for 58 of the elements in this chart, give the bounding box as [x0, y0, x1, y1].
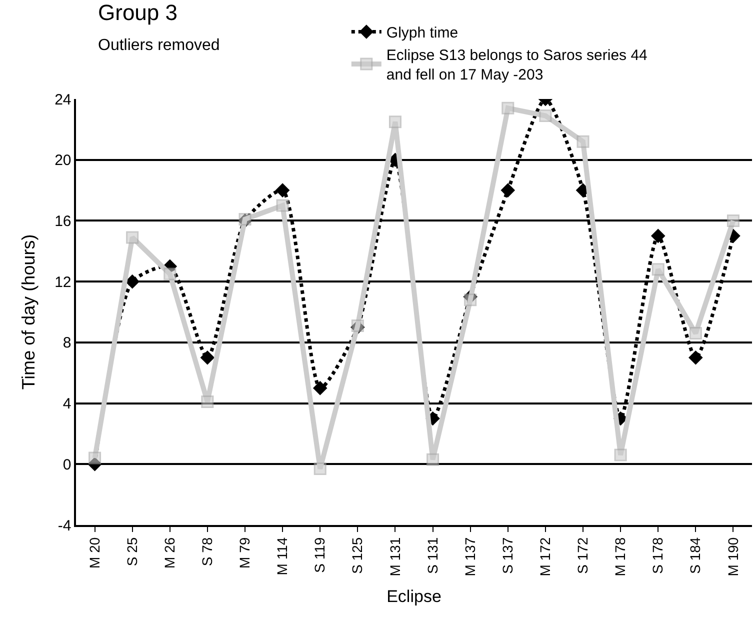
point [689, 327, 702, 340]
point [275, 183, 290, 198]
legend-label: Eclipse S13 belongs to Saros series 44 and fell on 17 May -203 [386, 47, 648, 84]
x-tick-label: S 131 [424, 537, 440, 574]
point [464, 294, 477, 306]
x-tick-label: M 131 [386, 537, 403, 576]
point [688, 350, 703, 365]
point [125, 274, 140, 289]
chart-subtitle: Outliers removed [98, 37, 220, 54]
point [500, 183, 516, 198]
point [88, 456, 102, 472]
point [164, 268, 176, 280]
point [88, 452, 102, 464]
point [314, 462, 326, 475]
point [502, 102, 514, 114]
legend-label: Glyph time [386, 24, 458, 42]
point [539, 109, 552, 122]
y-axis-title: Time of day (hours) [18, 234, 38, 390]
point [126, 231, 139, 244]
point [650, 228, 666, 244]
x-tick-label: M 178 [612, 537, 628, 576]
point [351, 319, 364, 332]
x-tick-label: S 78 [198, 537, 215, 566]
y-tick-label: 8 [62, 334, 72, 352]
chart-title: Group 3 [98, 0, 178, 25]
x-tick-label: M 172 [536, 537, 553, 576]
x-tick-label: M 137 [462, 537, 478, 576]
point [614, 448, 627, 462]
x-tick-label: S 137 [499, 537, 516, 574]
point [201, 396, 214, 408]
x-tick-label: S 184 [687, 537, 704, 574]
point [200, 350, 215, 365]
x-tick-label: M 114 [274, 537, 290, 576]
y-tick-label: 20 [54, 152, 72, 170]
y-tick-label: 12 [54, 274, 72, 291]
x-tick-label: M 79 [236, 537, 253, 568]
x-tick-label: M 26 [161, 537, 178, 568]
point [238, 212, 252, 226]
x-axis-title: Eclipse [386, 587, 442, 606]
point [652, 263, 664, 276]
point [276, 199, 289, 212]
x-tick-label: M 190 [724, 537, 741, 576]
point [312, 380, 328, 396]
x-tick-label: S 119 [312, 537, 328, 573]
y-tick-label: -4 [58, 517, 72, 534]
point [726, 214, 740, 227]
x-tick-label: S 125 [349, 537, 366, 574]
x-tick-label: S 25 [124, 537, 140, 566]
x-tick-label: M 20 [86, 537, 102, 568]
x-tick-label: S 178 [650, 537, 666, 574]
point [576, 135, 590, 148]
y-tick-label: 24 [54, 91, 72, 108]
y-tick-label: 4 [62, 396, 72, 413]
x-tick-label: S 172 [574, 537, 591, 574]
y-tick-label: 16 [54, 212, 72, 230]
point [426, 453, 440, 466]
y-tick-label: 0 [62, 456, 72, 474]
point [388, 116, 402, 128]
